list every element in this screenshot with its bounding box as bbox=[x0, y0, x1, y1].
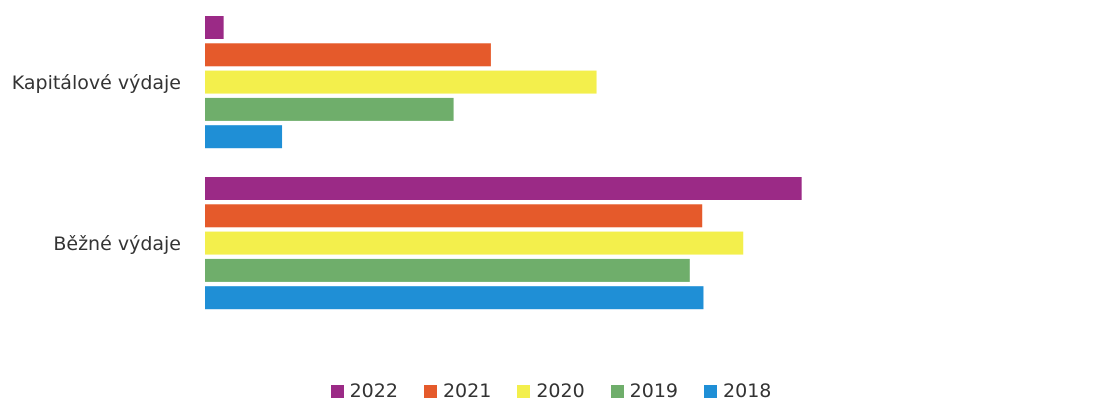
legend-item-2018: 2018 bbox=[704, 380, 771, 402]
bar-2021-bezne bbox=[205, 204, 703, 228]
category-label: Kapitálové výdaje bbox=[12, 72, 181, 94]
legend-label: 2022 bbox=[349, 380, 398, 402]
legend-swatch bbox=[704, 384, 718, 398]
legend: 2022 2021 2020 2019 2018 bbox=[0, 380, 1102, 402]
legend-label: 2020 bbox=[536, 380, 585, 402]
bar-2019-kapitalove bbox=[205, 97, 454, 121]
bar-2019-bezne bbox=[205, 258, 690, 282]
bar-2018-bezne bbox=[205, 286, 704, 310]
category-label: Běžné výdaje bbox=[53, 233, 181, 255]
bar-2022-bezne bbox=[205, 177, 802, 200]
bar-2021-kapitalove bbox=[205, 43, 491, 67]
legend-swatch bbox=[610, 384, 624, 398]
legend-label: 2019 bbox=[629, 380, 679, 402]
legend-label: 2021 bbox=[442, 380, 492, 402]
legend-swatch bbox=[423, 384, 437, 398]
legend-swatch bbox=[330, 384, 344, 398]
bar-2020-kapitalove bbox=[205, 70, 597, 94]
legend-swatch bbox=[517, 384, 531, 398]
bar-2018-kapitalove bbox=[205, 125, 283, 149]
legend-label: 2018 bbox=[723, 380, 772, 402]
bar-2022-kapitalove bbox=[205, 16, 224, 39]
legend-item-2022: 2022 bbox=[330, 380, 398, 402]
bar-chart: Kapitálové výdaje Běžné výdaje bbox=[12, 16, 802, 310]
bar-2020-bezne bbox=[205, 231, 744, 255]
legend-item-2019: 2019 bbox=[610, 380, 679, 402]
legend-item-2020: 2020 bbox=[517, 380, 585, 402]
legend-item-2021: 2021 bbox=[423, 380, 492, 402]
